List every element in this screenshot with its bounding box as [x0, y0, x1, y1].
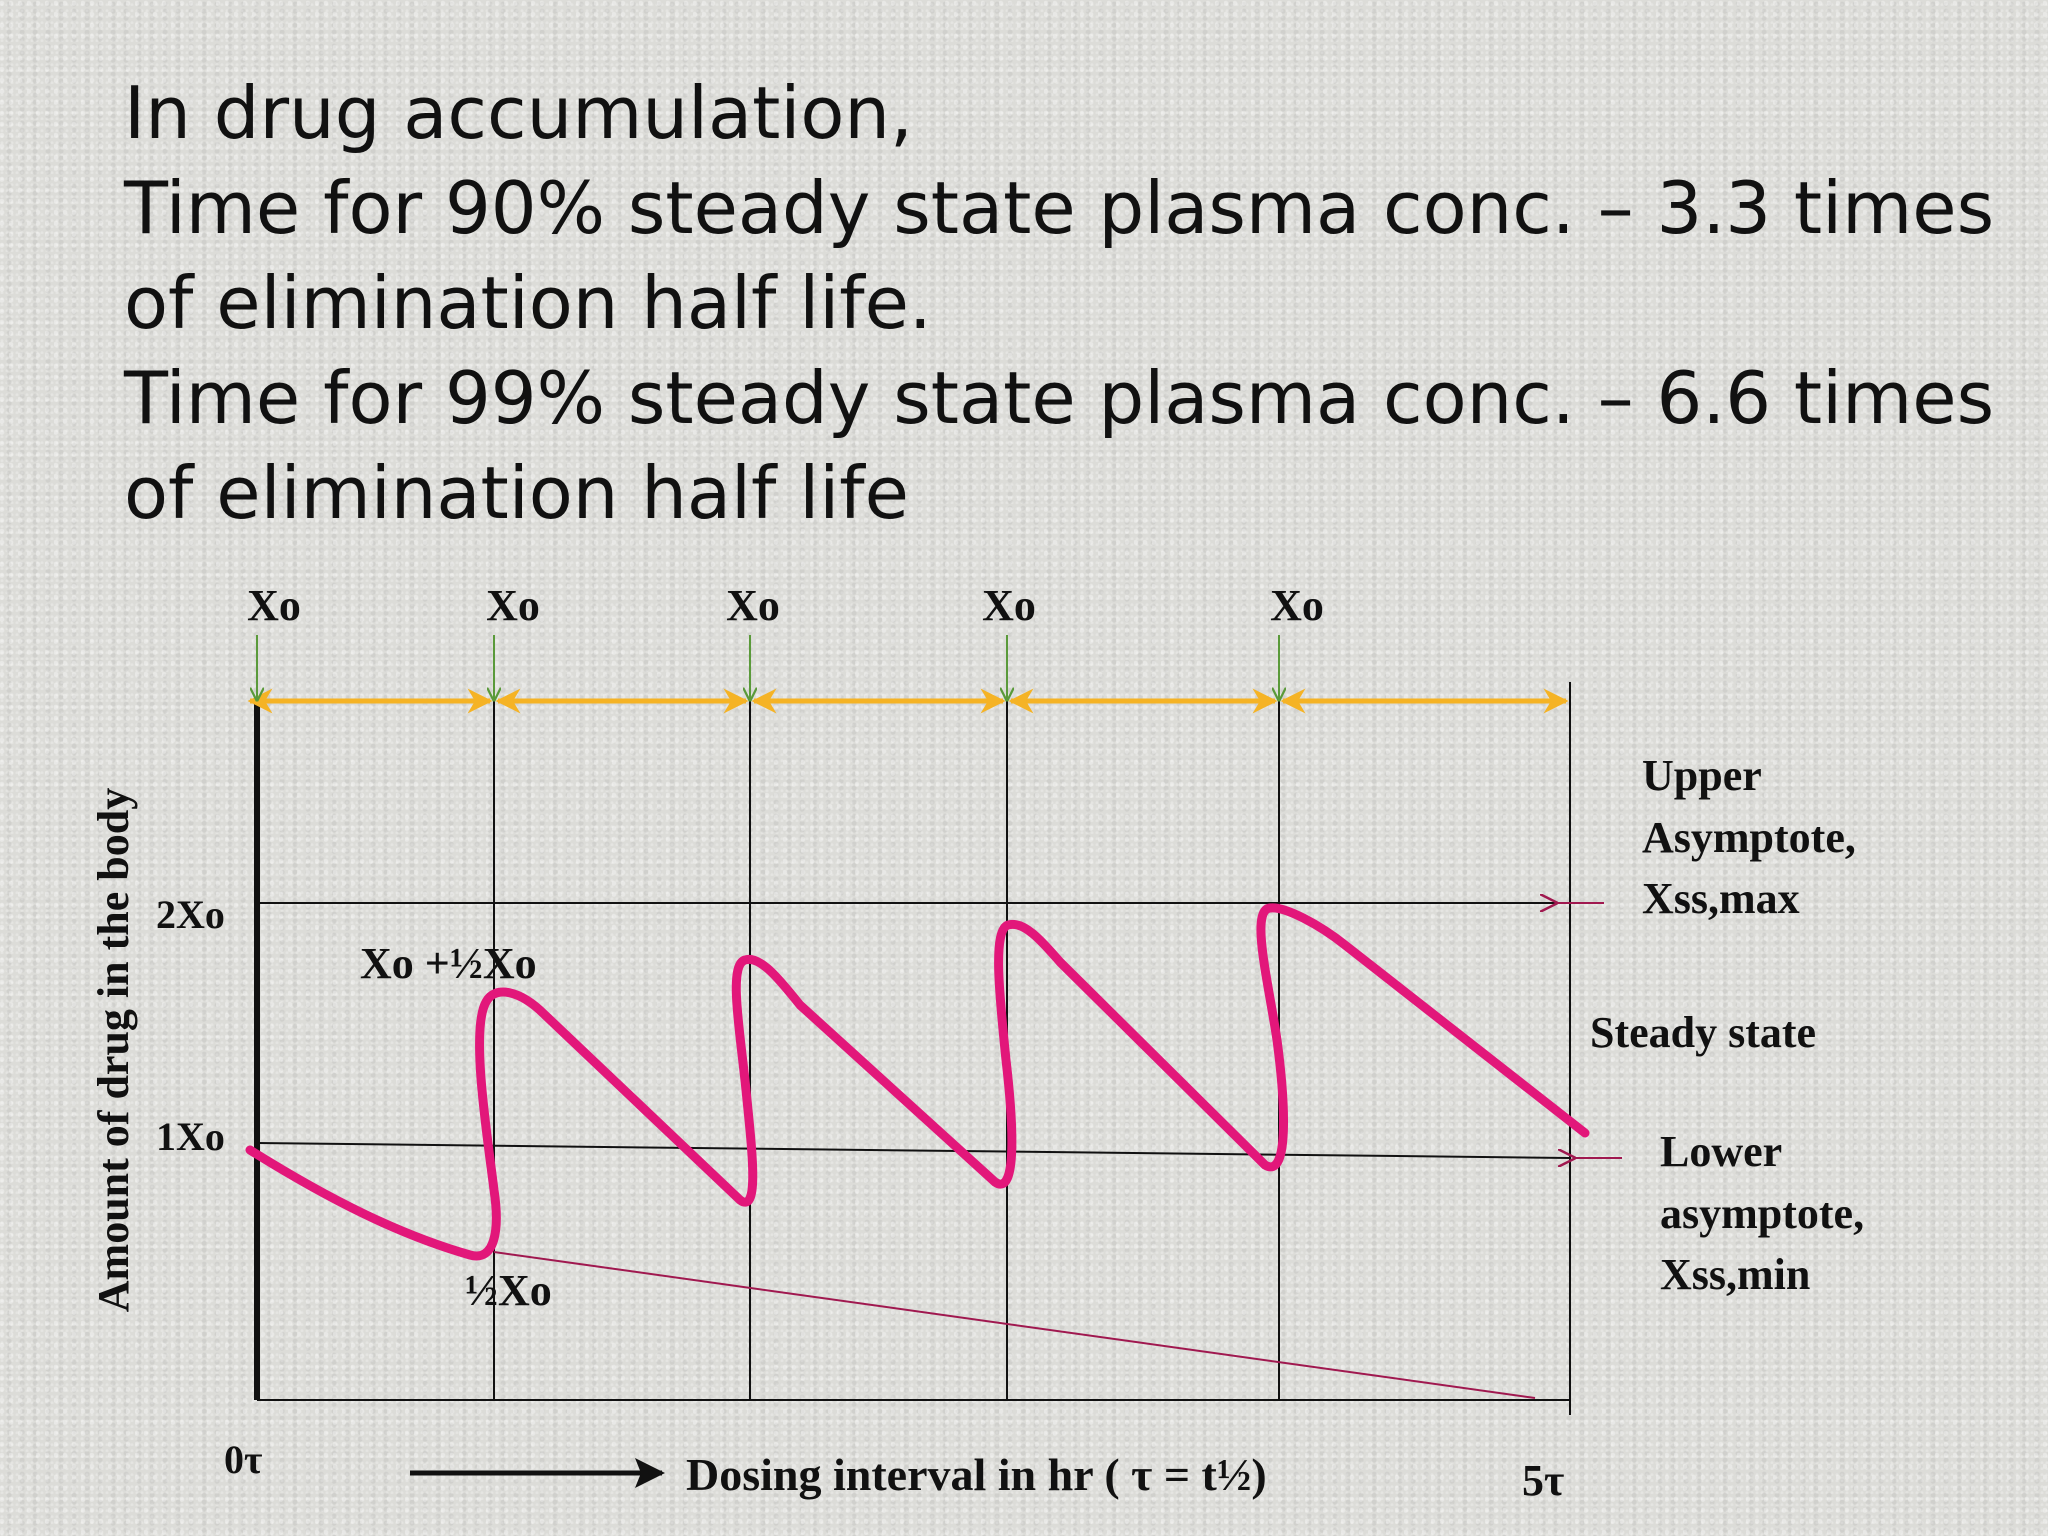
- dose-label-5: Xo: [1270, 581, 1324, 630]
- dose-label-4: Xo: [982, 581, 1036, 630]
- x-end-label: 5τ: [1522, 1456, 1564, 1505]
- heading-line-3: of elimination half life.: [124, 261, 932, 345]
- heading-line-1: In drug accumulation,: [124, 71, 913, 155]
- single-dose-decay-line: [493, 1251, 1536, 1399]
- x-start-label: 0τ: [224, 1437, 262, 1482]
- peak-label: Xo +½Xo: [360, 939, 537, 988]
- dose-label-2: Xo: [486, 581, 540, 630]
- steady-state-label: Steady state: [1590, 1008, 1816, 1057]
- lower-asymptote-line: [256, 1142, 1571, 1159]
- heading-line-4: Time for 99% steady state plasma conc. –…: [124, 356, 1995, 440]
- dose-label-3: Xo: [726, 581, 780, 630]
- grid-lines: [254, 682, 1571, 1415]
- upper-label-line-3: Xss,max: [1642, 874, 1800, 923]
- dose-arrows: [257, 635, 1279, 700]
- lower-label-line-1: Lower: [1660, 1127, 1782, 1176]
- x-axis-label: Dosing interval in hr ( τ = t½): [686, 1449, 1267, 1500]
- y-tick-2xo: 2Xo: [156, 892, 225, 937]
- heading-line-2: Time for 90% steady state plasma conc. –…: [124, 166, 1995, 250]
- heading-block: In drug accumulation, Time for 90% stead…: [124, 66, 1995, 541]
- accumulation-curve: [245, 903, 1590, 1261]
- dose-label-1: Xo: [247, 581, 301, 630]
- upper-asymptote-label: Upper Asymptote, Xss,max: [1642, 751, 1856, 923]
- upper-label-line-2: Asymptote,: [1642, 813, 1856, 862]
- y-axis-label: Amount of drug in the body: [89, 788, 138, 1312]
- lower-asymptote-label: Lower asymptote, Xss,min: [1660, 1127, 1864, 1299]
- lower-label-line-2: asymptote,: [1660, 1189, 1864, 1238]
- y-tick-1xo: 1Xo: [156, 1114, 225, 1159]
- dose-labels: Xo Xo Xo Xo Xo: [247, 581, 1324, 630]
- lower-label-line-3: Xss,min: [1660, 1250, 1810, 1299]
- trough-label: ½Xo: [465, 1266, 552, 1315]
- heading-line-5: of elimination half life: [124, 451, 909, 535]
- upper-label-line-1: Upper: [1642, 751, 1762, 800]
